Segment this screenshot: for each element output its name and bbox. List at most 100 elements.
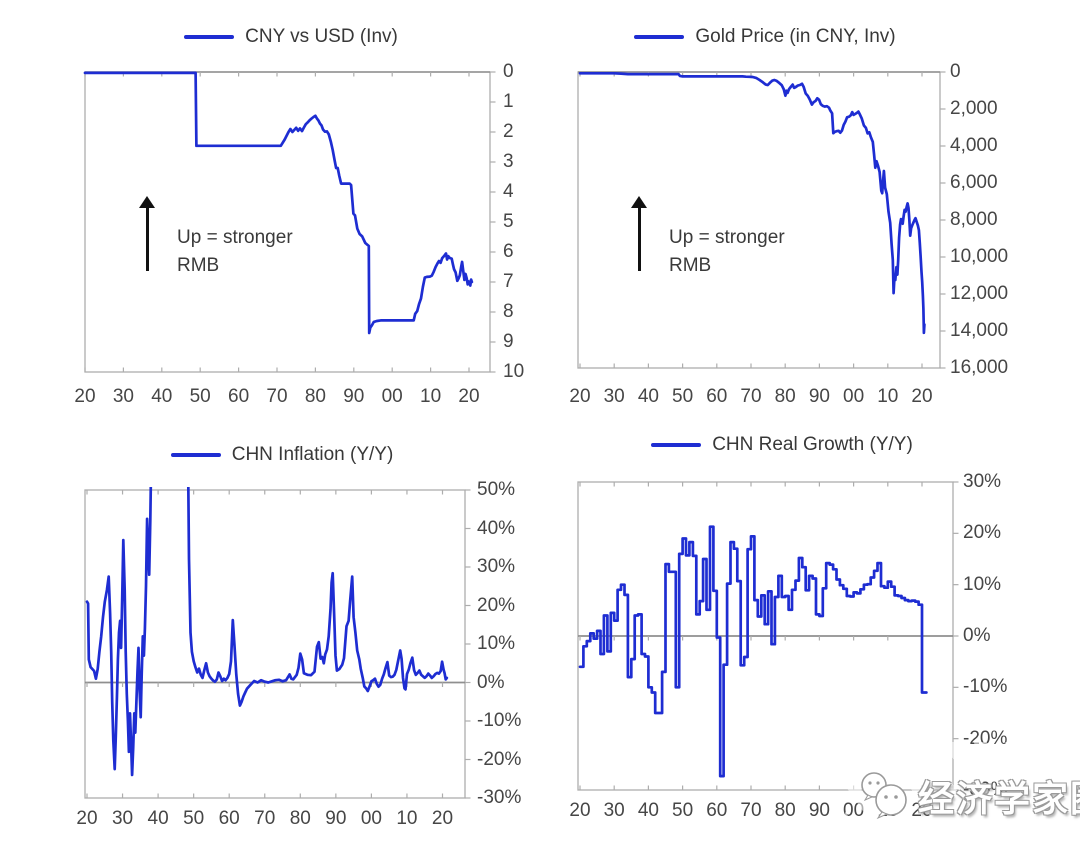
x-tick-label: 50	[183, 808, 205, 829]
legend-label: CNY vs USD (Inv)	[245, 26, 398, 47]
legend-cny-vs-usd: CNY vs USD (Inv)	[81, 26, 501, 48]
x-tick-label: 80	[774, 386, 796, 407]
y-tick-label: 0%	[477, 671, 505, 693]
x-tick-label: 30	[603, 800, 625, 821]
x-tick-label: 20	[74, 386, 96, 407]
y-tick-label: 9	[503, 331, 514, 352]
watermark-text: 经济学家圈	[918, 778, 1080, 819]
x-tick-label: 50	[189, 386, 211, 407]
x-tick-label: 30	[603, 386, 625, 407]
series-line-chn-real-growth	[578, 525, 928, 778]
x-tick-label: 00	[381, 386, 403, 407]
x-tick-label: 10	[396, 808, 418, 829]
x-tick-label: 60	[706, 800, 728, 821]
x-tick-label: 90	[808, 800, 830, 821]
x-tick-label: 70	[254, 808, 276, 829]
x-tick-label: 70	[266, 386, 288, 407]
y-tick-label: 8	[503, 301, 514, 322]
y-tick-label: 30%	[963, 471, 1002, 492]
y-tick-label: 2,000	[950, 98, 998, 119]
x-tick-label: 90	[325, 808, 347, 829]
y-tick-label: 7	[503, 271, 514, 292]
y-tick-label: 14,000	[950, 320, 1009, 341]
annotation-text: Up = stronger RMB	[669, 227, 785, 276]
x-tick-label: 70	[740, 386, 762, 407]
plot-chn-inflation	[84, 487, 471, 799]
x-tick-label: 50	[672, 386, 694, 407]
y-tick-label: -30%	[477, 787, 522, 808]
y-tick-label: 20%	[963, 522, 1002, 544]
y-tick-label: 30%	[477, 556, 516, 577]
x-tick-label: 40	[151, 386, 173, 407]
y-tick-label: -20%	[477, 748, 522, 770]
x-tick-label: 60	[228, 386, 250, 407]
x-tick-label: 70	[740, 800, 762, 821]
annotation-text: Up = stronger RMB	[177, 227, 293, 276]
x-tick-label: 90	[343, 386, 365, 407]
y-tick-label: 40%	[477, 517, 516, 539]
plot-gold-price-cny	[577, 71, 946, 369]
y-tick-label: 3	[503, 151, 514, 172]
series-line-gold-price-cny	[578, 71, 926, 335]
y-tick-label: 10	[503, 361, 525, 382]
up-arrow-icon	[139, 196, 155, 272]
x-tick-label: 80	[304, 386, 326, 407]
plot-chn-real-growth	[577, 481, 959, 791]
y-tick-label: 1	[503, 91, 514, 112]
y-tick-label: 10,000	[950, 246, 1009, 267]
legend-label: CHN Inflation (Y/Y)	[231, 444, 394, 465]
y-tick-label: -20%	[963, 727, 1008, 749]
y-tick-label: 50%	[477, 479, 516, 500]
x-tick-label: 30	[111, 808, 134, 829]
y-tick-label: 2	[503, 121, 514, 142]
x-tick-label: 10	[420, 386, 442, 407]
x-tick-label: 20	[569, 386, 591, 407]
y-tick-label: 12,000	[950, 283, 1009, 304]
x-tick-label: 60	[218, 808, 240, 829]
series-line-cny-vs-usd	[83, 71, 474, 335]
y-tick-label: 16,000	[950, 357, 1009, 378]
x-tick-label: 30	[112, 386, 134, 407]
y-tick-label: 6,000	[950, 172, 998, 193]
legend-chn-inflation: CHN Inflation (Y/Y)	[72, 444, 492, 466]
plot-cny-vs-usd	[83, 71, 496, 373]
up-arrow-icon	[631, 196, 647, 272]
y-tick-label: 20%	[477, 594, 516, 616]
y-tick-label: 10%	[477, 633, 516, 654]
x-tick-label: 80	[774, 800, 796, 821]
x-tick-label: 80	[289, 808, 311, 829]
x-tick-label: 40	[637, 386, 659, 407]
y-tick-label: 4,000	[950, 135, 998, 156]
x-tick-label: 20	[911, 386, 933, 407]
y-tick-label: 0	[950, 61, 961, 82]
x-tick-label: 10	[877, 386, 899, 407]
legend-line-swatch	[651, 443, 702, 447]
watermark: 经济学家圈	[858, 770, 1080, 822]
x-tick-label: 40	[147, 808, 169, 829]
x-tick-label: 20	[431, 808, 454, 829]
x-tick-label: 20	[458, 386, 480, 407]
x-tick-label: 20	[76, 808, 98, 829]
y-tick-label: 8,000	[950, 209, 998, 230]
series-line-chn-inflation	[85, 487, 449, 777]
x-tick-label: 60	[706, 386, 728, 407]
legend-label: Gold Price (in CNY, Inv)	[695, 26, 896, 47]
y-tick-label: -10%	[963, 676, 1008, 698]
legend-line-swatch	[634, 35, 685, 39]
y-tick-label: 5	[503, 211, 514, 232]
x-tick-label: 00	[360, 808, 382, 829]
legend-label: CHN Real Growth (Y/Y)	[712, 434, 913, 455]
legend-chn-real-growth: CHN Real Growth (Y/Y)	[572, 434, 992, 456]
legend-line-swatch	[184, 35, 235, 39]
wechat-icon	[861, 772, 907, 820]
y-tick-label: 10%	[963, 573, 1002, 595]
x-tick-label: 00	[843, 386, 865, 407]
x-tick-label: 90	[808, 386, 830, 407]
x-tick-label: 40	[637, 800, 659, 821]
legend-gold-price: Gold Price (in CNY, Inv)	[555, 26, 975, 48]
y-tick-label: 0%	[963, 625, 991, 646]
y-tick-label: 4	[503, 181, 514, 202]
y-tick-label: 6	[503, 241, 514, 262]
